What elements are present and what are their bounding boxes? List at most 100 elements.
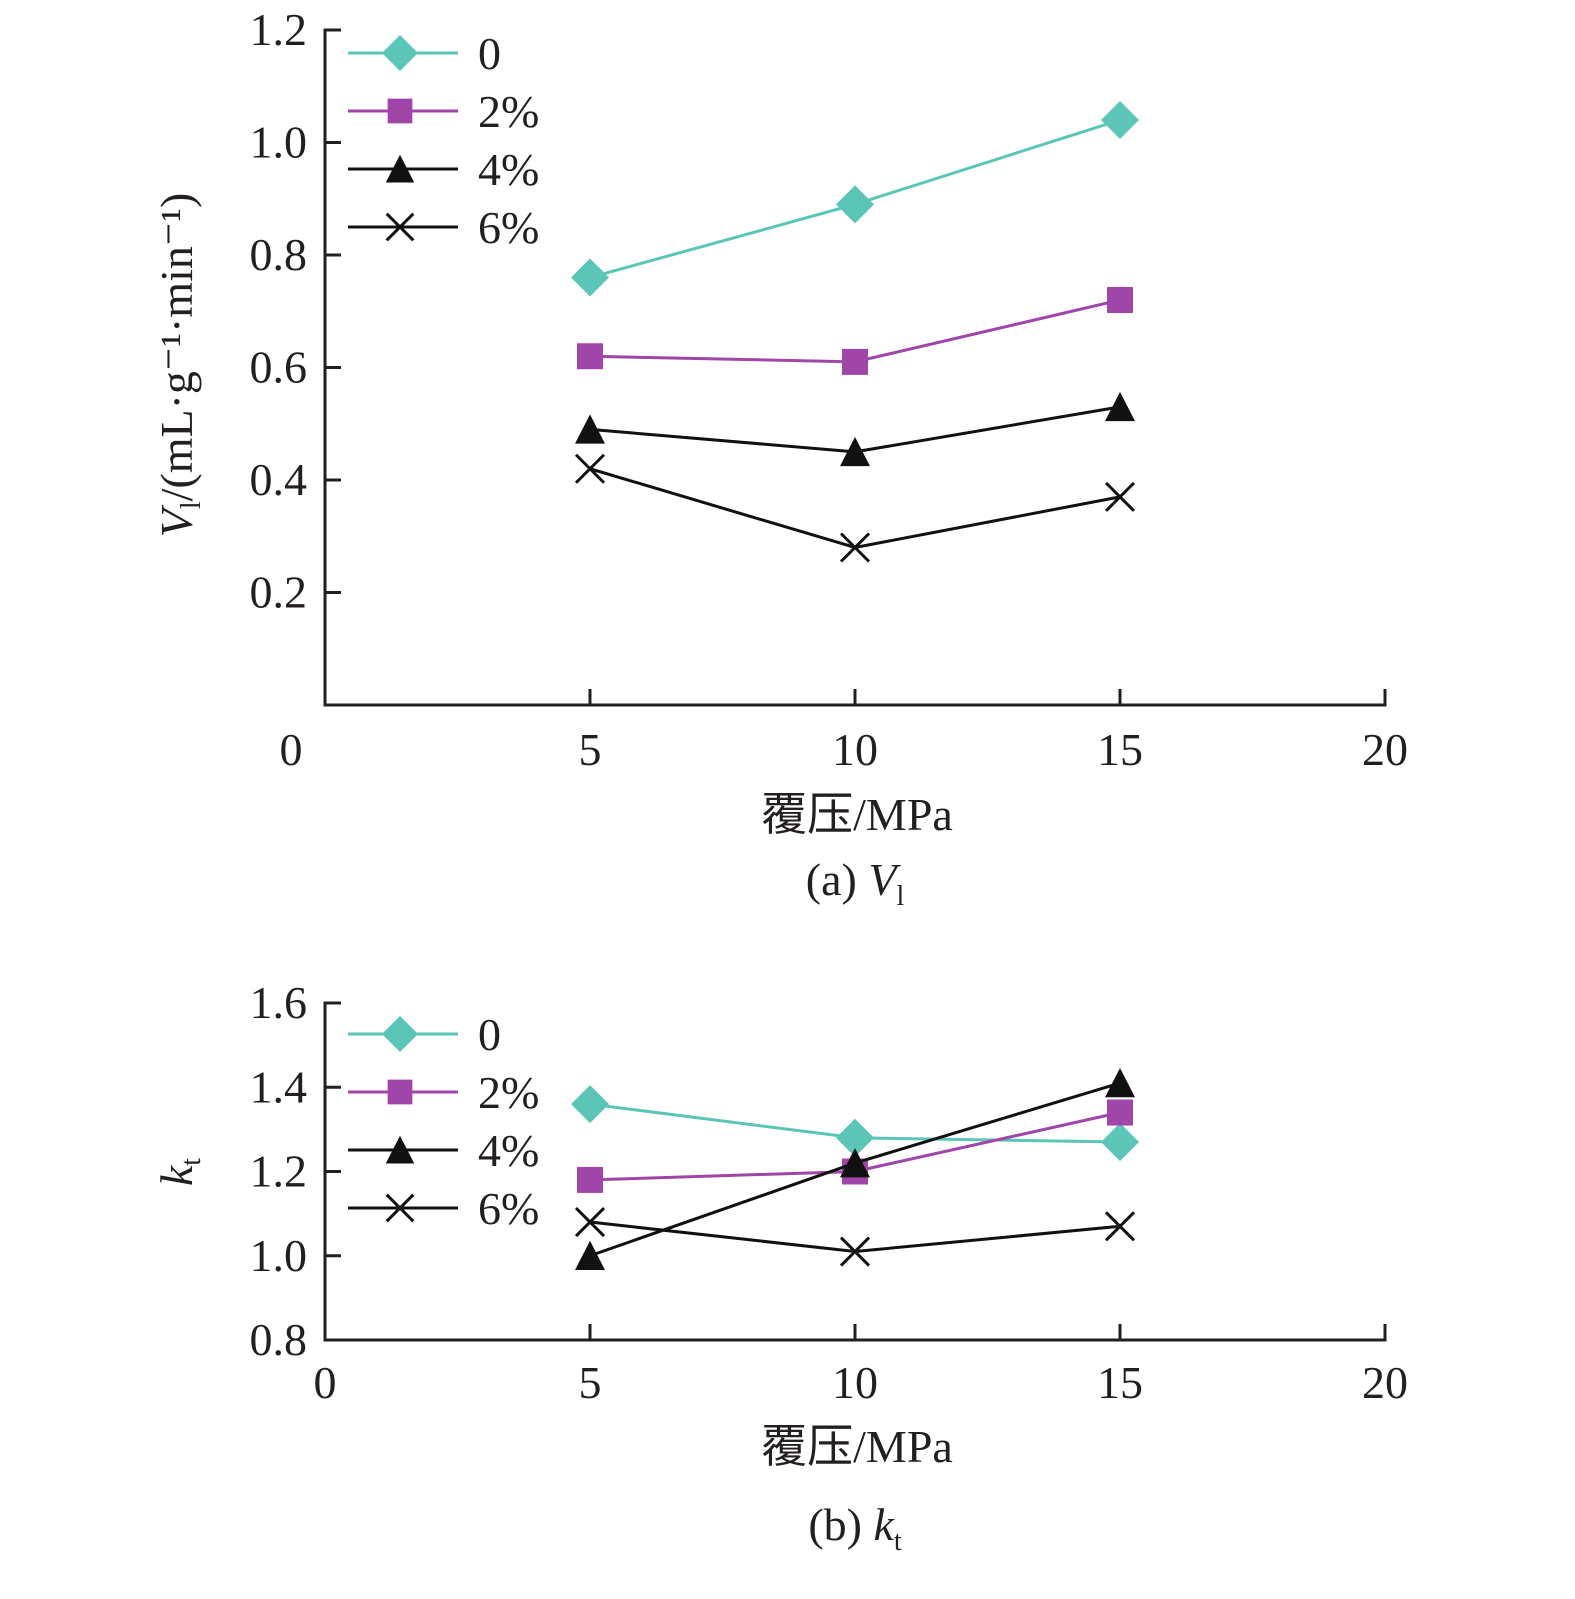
series-line: [589, 467, 1121, 550]
y-axis-title: kt: [151, 1158, 207, 1186]
axes: 0.2 0.4 0.6 0.8 1.0 1.2 0 5 10 15 20: [250, 4, 1409, 775]
data-point: [1105, 391, 1135, 422]
data-point: [836, 1118, 874, 1157]
triangle-marker: [385, 1135, 415, 1164]
data-point: [839, 532, 871, 563]
square-marker: [387, 1079, 413, 1105]
legend-label: 6%: [478, 202, 539, 253]
y-tick-label: 1.4: [250, 1061, 308, 1112]
x-marker-stroke: [385, 212, 415, 242]
legend-label: 4%: [478, 1125, 539, 1176]
legend-item: 2%: [348, 1067, 539, 1118]
legend-item: 0: [348, 28, 501, 79]
triangle-marker: [575, 1240, 605, 1270]
diamond-marker: [571, 1085, 609, 1124]
x-tick-label: 10: [832, 724, 878, 775]
series-4pct: [575, 391, 1135, 467]
diamond-marker: [571, 258, 609, 297]
x-tick-label: 15: [1097, 1357, 1143, 1408]
legend-label: 2%: [478, 1067, 539, 1118]
y-tick-label: 1.6: [250, 977, 308, 1028]
diamond-marker: [381, 34, 419, 72]
data-point: [574, 1206, 606, 1238]
data-point: [1104, 481, 1136, 512]
y-tick-label: 0.6: [250, 342, 308, 393]
triangle-marker: [385, 154, 415, 183]
x-axis-title: 覆压/MPa: [761, 789, 953, 840]
square-marker: [577, 1166, 603, 1193]
triangle-marker: [1105, 1068, 1135, 1098]
y-tick-label: 0.2: [250, 567, 308, 618]
y-tick-label: 1.0: [250, 117, 308, 168]
y-tick-label: 0.8: [250, 229, 308, 280]
x-marker: [574, 1206, 606, 1238]
y-tick-label: 0.8: [250, 1314, 308, 1365]
x-marker-stroke: [574, 453, 606, 484]
y-tick-label: 1.2: [250, 4, 308, 55]
series-2pct: [577, 287, 1133, 375]
triangle-marker: [575, 414, 605, 444]
y-axis-title: Vl/(mL·g⁻¹·min⁻¹): [151, 193, 207, 538]
y-tick-label: 0.4: [250, 454, 308, 505]
legend: 0 2% 4% 6%: [348, 28, 539, 253]
x-marker-stroke: [839, 1236, 871, 1267]
x-marker-stroke: [1104, 1211, 1136, 1242]
diamond-marker: [1101, 1123, 1139, 1162]
data-point: [1105, 1068, 1135, 1098]
figure-caption: (b) kt: [808, 1499, 902, 1557]
data-point: [575, 414, 605, 444]
x-tick-label: 0: [280, 724, 303, 775]
data-point: [571, 1085, 609, 1124]
data-point: [577, 1166, 603, 1193]
diamond-marker: [1101, 101, 1139, 139]
x-marker-stroke: [574, 1206, 606, 1238]
data-point: [1107, 287, 1133, 313]
square-marker: [842, 348, 868, 375]
series-4pct: [575, 1068, 1135, 1270]
x-tick-label: 5: [579, 724, 602, 775]
y-tick-label: 1.0: [250, 1230, 308, 1281]
legend-label: 0: [478, 28, 501, 79]
triangle-marker: [840, 436, 870, 467]
diamond-marker: [381, 1015, 419, 1053]
data-point: [1104, 1211, 1136, 1242]
x-tick-label: 15: [1097, 724, 1143, 775]
series-0: [571, 1085, 1139, 1162]
legend-label: 0: [478, 1009, 501, 1060]
data-point: [839, 1236, 871, 1267]
x-marker: [839, 1236, 871, 1267]
data-point: [575, 1240, 605, 1270]
diamond-marker: [836, 1118, 874, 1157]
square-marker: [1107, 287, 1133, 313]
x-marker: [385, 212, 415, 242]
axes: 0.8 1.0 1.2 1.4 1.6 0 5 10 15 20: [250, 977, 1409, 1408]
legend-label: 2%: [478, 86, 539, 137]
x-tick-label: 5: [579, 1357, 602, 1408]
figure-caption: (a) Vl: [806, 854, 905, 912]
chart-panel-a: 0.2 0.4 0.6 0.8 1.0 1.2 0 5 10 15 20 覆压/MPa Vl/(mL·g…: [151, 4, 1408, 912]
legend-item: 4%: [348, 1125, 539, 1176]
data-point: [1101, 101, 1139, 139]
x-tick-label: 20: [1362, 1357, 1408, 1408]
legend-item: 0: [348, 1009, 501, 1060]
square-marker: [387, 98, 413, 124]
x-marker: [1104, 481, 1136, 512]
legend-label: 6%: [478, 1183, 539, 1234]
legend-label: 4%: [478, 144, 539, 195]
x-axis-title: 覆压/MPa: [761, 1421, 953, 1472]
square-marker: [577, 343, 603, 370]
series-6pct: [574, 1206, 1136, 1267]
x-marker: [574, 453, 606, 484]
x-tick-label: 20: [1362, 724, 1408, 775]
data-point: [842, 348, 868, 375]
chart-panel-b: 0.8 1.0 1.2 1.4 1.6 0 5 10 15 20 覆压/MPa kt (b) kt 0 2%…: [151, 977, 1408, 1557]
y-tick-label: 1.2: [250, 1146, 308, 1197]
x-marker-stroke: [839, 532, 871, 563]
x-tick-label: 0: [314, 1357, 337, 1408]
data-point: [577, 343, 603, 370]
data-point: [1107, 1099, 1133, 1126]
square-marker: [1107, 1099, 1133, 1126]
x-marker-stroke: [1104, 481, 1136, 512]
legend-item: 6%: [348, 1183, 539, 1234]
